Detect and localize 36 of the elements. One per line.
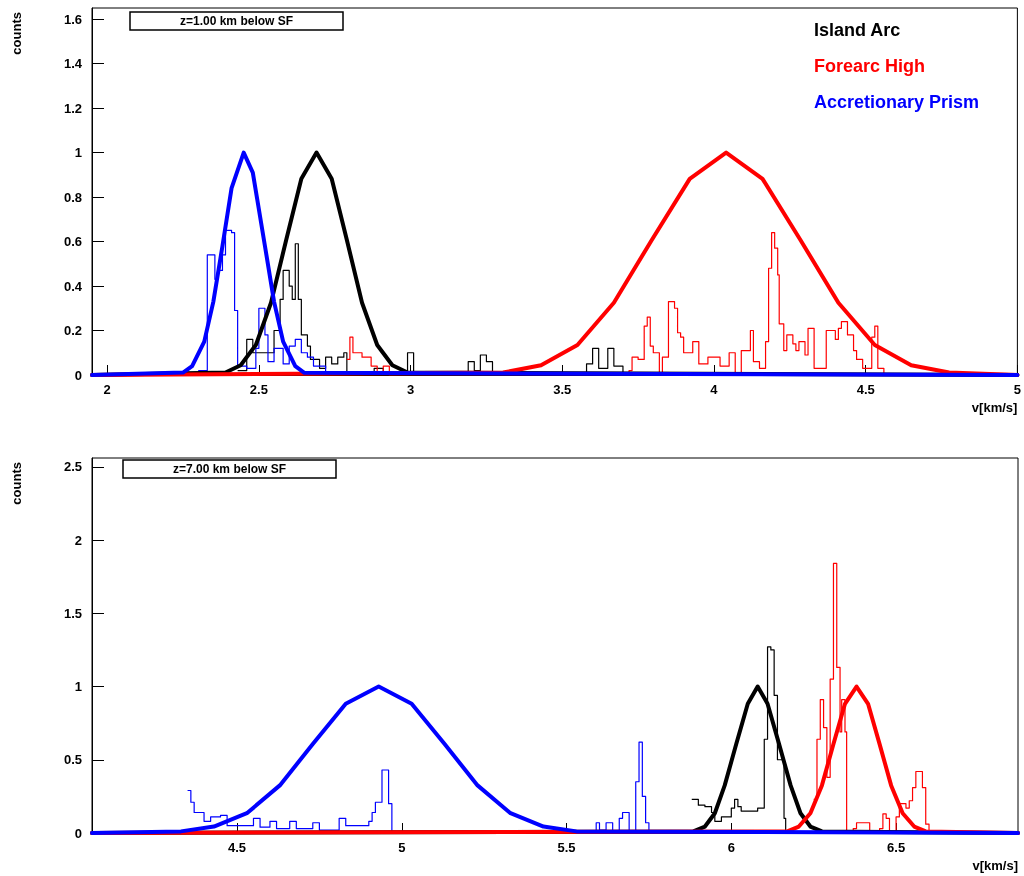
- y-tick-label: 1: [74, 679, 82, 695]
- x-axis-title: v[km/s]: [971, 400, 1018, 415]
- x-tick-label: 4.5: [856, 382, 875, 397]
- y-tick-label: 2: [74, 532, 82, 548]
- y-tick-label: 0.4: [63, 278, 83, 294]
- x-tick-label: 4: [710, 382, 719, 397]
- y-tick-label: 0.6: [63, 234, 82, 250]
- y-tick-label: 0.5: [63, 752, 82, 768]
- x-tick-label: 5: [398, 840, 406, 855]
- x-tick-label: 2: [103, 382, 111, 397]
- y-tick-label: 2.5: [63, 459, 82, 475]
- text: Accretionary Prism: [813, 92, 979, 112]
- text: Forearc High: [813, 56, 925, 76]
- y-tick-label: 1.6: [63, 11, 82, 27]
- x-tick-label: 3.5: [553, 382, 572, 397]
- x-tick-label: 5.5: [557, 840, 576, 855]
- y-tick-label: 0.8: [63, 189, 82, 205]
- y-axis-title: counts: [8, 462, 24, 505]
- text: z=1.00 km below SF: [180, 14, 294, 28]
- x-tick-label: 6.5: [887, 840, 906, 855]
- y-axis-title: counts: [8, 12, 24, 55]
- x-axis-title: v[km/s]: [972, 858, 1018, 873]
- y-tick-label: 1.5: [63, 605, 82, 621]
- x-tick-label: 4.5: [227, 840, 247, 855]
- x-tick-label: 6: [727, 840, 735, 855]
- y-tick-label: 0: [74, 825, 82, 841]
- chart-title: z=7.00 km below SF: [173, 462, 287, 476]
- text: Island Arc: [813, 20, 901, 40]
- y-tick-label: 1.4: [63, 56, 83, 72]
- x-tick-label: 3: [406, 382, 415, 397]
- y-tick-label: 0: [74, 367, 82, 383]
- y-tick-label: 1: [74, 145, 82, 161]
- x-tick-label: 5: [1013, 382, 1021, 397]
- y-tick-label: 1.2: [63, 100, 82, 116]
- x-tick-label: 2.5: [249, 382, 268, 397]
- y-tick-label: 0.2: [63, 323, 82, 339]
